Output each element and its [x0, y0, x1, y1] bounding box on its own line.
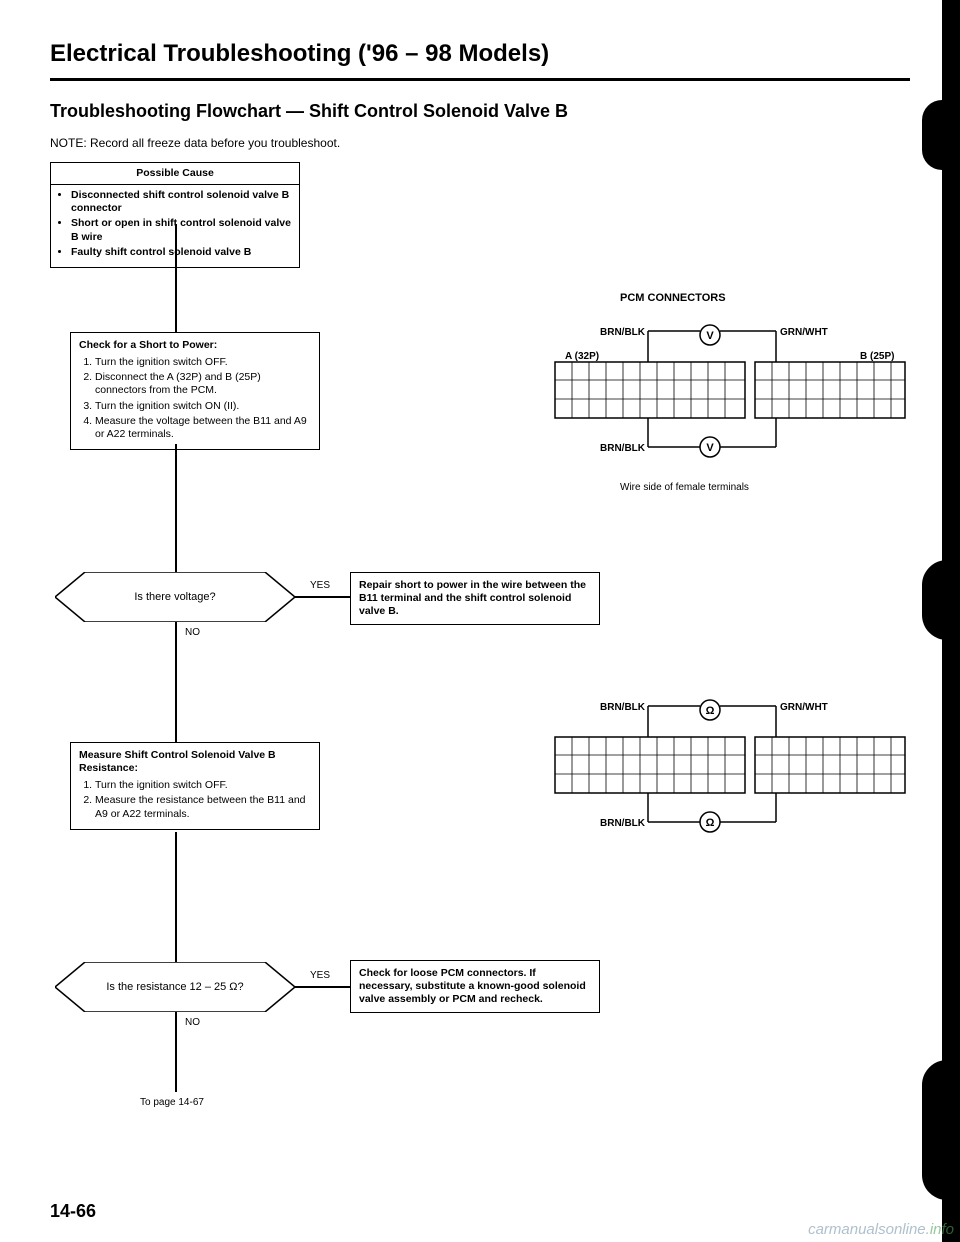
flow-line	[175, 224, 177, 332]
conn-a-label: A (32P)	[565, 351, 599, 362]
wire-brn-blk-4: BRN/BLK	[600, 818, 646, 829]
title-rule	[50, 78, 910, 81]
note-prefix: NOTE:	[50, 136, 87, 150]
page-number: 14-66	[50, 1201, 96, 1222]
measure-box: Measure Shift Control Solenoid Valve B R…	[70, 742, 320, 830]
cause-title: Possible Cause	[51, 163, 299, 185]
decision-resistance-text: Is the resistance 12 – 25 Ω?	[55, 962, 295, 1012]
connectors-caption: PCM CONNECTORS	[620, 292, 726, 304]
flow-line	[175, 832, 177, 962]
cause-3: Faulty shift control solenoid valve B	[71, 246, 251, 258]
check-loose-box: Check for loose PCM connectors. If neces…	[350, 960, 600, 1013]
flow-line	[295, 596, 350, 598]
check-short-box: Check for a Short to Power: Turn the ign…	[70, 332, 320, 450]
decision-voltage: Is there voltage?	[55, 572, 295, 622]
page-title: Electrical Troubleshooting ('96 – 98 Mod…	[50, 40, 910, 68]
label-no-2: NO	[185, 1017, 200, 1028]
flow-line	[175, 1012, 177, 1092]
flow-line	[175, 622, 177, 742]
check-short-step-3: Turn the ignition switch ON (II).	[95, 400, 311, 413]
check-short-step-2: Disconnect the A (32P) and B (25P) conne…	[95, 371, 311, 397]
note-line: NOTE: Record all freeze data before you …	[50, 136, 910, 150]
note-text: Record all freeze data before you troubl…	[90, 136, 340, 150]
connectors-sub: Wire side of female terminals	[620, 482, 749, 493]
meter-symbol-ohm2: Ω	[706, 817, 715, 829]
flow-line	[175, 444, 177, 572]
wire-grn-wht-2: GRN/WHT	[780, 702, 828, 713]
watermark: carmanualsonline.info	[808, 1221, 954, 1238]
repair-text: Repair short to power in the wire betwee…	[359, 579, 586, 617]
conn-b-label: B (25P)	[860, 351, 894, 362]
measure-step-1: Turn the ignition switch OFF.	[95, 779, 311, 792]
label-yes: YES	[310, 580, 330, 591]
flowchart-area: OBD II Scan Tool indicates Code P0758. S…	[50, 162, 910, 1142]
meter-symbol-v2: V	[706, 442, 714, 454]
measure-step-2: Measure the resistance between the B11 a…	[95, 794, 311, 820]
check-loose-text: Check for loose PCM connectors. If neces…	[359, 967, 586, 1005]
connector-diagram-ohm: BRN/BLK GRN/WHT Ω	[550, 692, 910, 852]
decision-voltage-text: Is there voltage?	[55, 572, 295, 622]
check-short-step-1: Turn the ignition switch OFF.	[95, 356, 311, 369]
cause-1: Disconnected shift control solenoid valv…	[71, 189, 289, 214]
label-no: NO	[185, 627, 200, 638]
meter-symbol-ohm: Ω	[706, 705, 715, 717]
repair-box: Repair short to power in the wire betwee…	[350, 572, 600, 625]
cause-2: Short or open in shift control solenoid …	[71, 217, 291, 242]
meter-symbol-v: V	[706, 330, 714, 342]
flow-line	[295, 986, 350, 988]
wire-brn-blk: BRN/BLK	[600, 327, 646, 338]
check-short-step-4: Measure the voltage between the B11 and …	[95, 415, 311, 441]
decision-resistance: Is the resistance 12 – 25 Ω?	[55, 962, 295, 1012]
measure-heading: Measure Shift Control Solenoid Valve B R…	[79, 749, 276, 774]
to-page-ref: To page 14-67	[140, 1097, 204, 1108]
wire-brn-blk-2: BRN/BLK	[600, 443, 646, 454]
section-title: Troubleshooting Flowchart — Shift Contro…	[50, 101, 910, 122]
wire-brn-blk-3: BRN/BLK	[600, 702, 646, 713]
connector-diagram-voltage: BRN/BLK GRN/WHT V A (32P) B (25P)	[550, 317, 910, 477]
check-short-heading: Check for a Short to Power:	[79, 339, 217, 351]
label-yes-2: YES	[310, 970, 330, 981]
wire-grn-wht: GRN/WHT	[780, 327, 828, 338]
